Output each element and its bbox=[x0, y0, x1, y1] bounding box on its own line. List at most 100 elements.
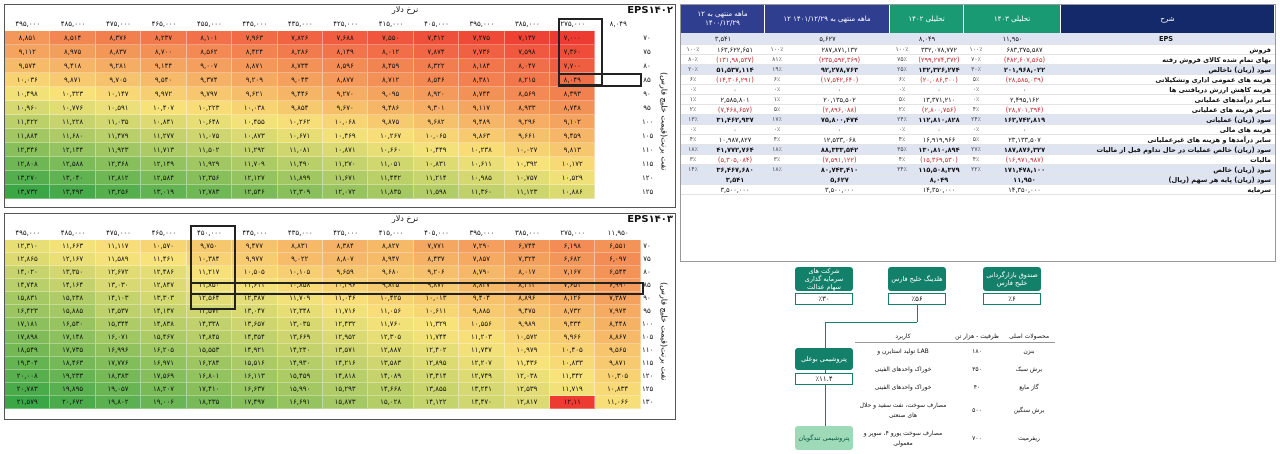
dollar-rate-column-header: ۴۱۵,۰۰۰ bbox=[378, 20, 404, 28]
product-capacity: ۵۰۰ bbox=[972, 407, 982, 414]
value-cell: ۰ bbox=[1022, 126, 1027, 134]
eps-cell: ۱۶,۹۷۱ bbox=[141, 357, 187, 370]
brent-price-row-label: ۱۱۵ bbox=[642, 160, 654, 168]
eps-cell: ۱۳,۵۷۱ bbox=[322, 344, 369, 357]
eps-cell: ۹,۸۱۳ bbox=[550, 143, 596, 157]
eps-cell: ۱۰,۳۲۳ bbox=[50, 87, 96, 101]
eps-cell: ۱۱,۷۱۳ bbox=[141, 143, 187, 157]
percent-cell: ۲۵٪ bbox=[897, 66, 907, 73]
percent-cell: ۲۴٪ bbox=[971, 116, 981, 123]
eps-cell: ۱۲,۲۰۷ bbox=[459, 357, 505, 370]
eps-cell: ۱۰,۴۰۵ bbox=[550, 344, 596, 357]
product-capacity: ۱۸۰ bbox=[972, 348, 982, 355]
brent-price-row-label: ۷۵ bbox=[643, 48, 651, 56]
brent-price-row-label: ۹۰ bbox=[643, 90, 651, 98]
value-cell: (۷,۵۹۱,۱۲۲) bbox=[822, 156, 857, 164]
product-product: برش سبک bbox=[1015, 366, 1043, 373]
eps-cell: ۱۱,۲۲۸ bbox=[50, 115, 96, 129]
row-label: سود (زیان) پایه هر سهم (ریال) bbox=[1168, 176, 1272, 184]
percent-cell: ۳۵٪ bbox=[897, 146, 907, 153]
eps-cell: ۸,۳۷۶ bbox=[95, 31, 142, 45]
brent-price-row-label: ۱۲۰ bbox=[642, 174, 654, 182]
value-cell: ۳,۵۴۱ bbox=[725, 176, 745, 184]
eps-cell: ۱۵,۴۵۹ bbox=[277, 370, 323, 383]
eps-cell-empty bbox=[595, 115, 641, 129]
row-label: سود (زیان) خالص عملیات در حال تداوم قبل … bbox=[1096, 146, 1271, 154]
brent-price-row-label: ۱۰۰ bbox=[642, 320, 654, 328]
eps-cell: ۷,۲۹۰ bbox=[459, 240, 505, 253]
eps-cell: ۹,۹۷۲ bbox=[141, 87, 187, 101]
sensitivity-header: نرخ دلار EPS۱۴۰۳ bbox=[5, 214, 675, 226]
product-usage: خوراک واحدهای الفینی bbox=[874, 384, 932, 391]
eps-cell: ۸,۷۹۰ bbox=[459, 266, 505, 279]
eps-cell: ۹,۱۱۲ bbox=[5, 45, 51, 59]
eps-cell: ۱۰,۱۷۲ bbox=[550, 157, 596, 171]
dollar-rate-column-header: ۲۷۵,۰۰۰ bbox=[560, 229, 586, 237]
brent-price-row-label: ۱۲۵ bbox=[642, 188, 654, 196]
percent-cell: ۰٪ bbox=[773, 86, 781, 93]
eps-row: ۳,۵۴۱ ۵,۶۲۷ ۸,۰۴۹ ۱۱,۹۵۰ EPS bbox=[681, 33, 1275, 45]
eps-cell: ۱۲,۳۰۵ bbox=[368, 331, 414, 344]
sensitivity-row: ۱۱,۸۸۴ ۱۱,۶۸۰ ۱۱,۴۷۹ ۱۱,۲۷۷ ۱۱,۰۷۵ ۱۰,۸۷۳ ۱۰,۶… bbox=[5, 129, 641, 143]
eps-cell: ۶,۹۹۰ bbox=[595, 279, 641, 292]
eps-cell: ۱۲,۴۳۲ bbox=[322, 318, 369, 331]
value-cell: ۱۳,۳۷۱,۲۱۰ bbox=[922, 96, 956, 104]
percent-cell bbox=[681, 185, 705, 194]
eps-cell: ۹,۴۱۸ bbox=[50, 59, 96, 73]
row-label: مالیات bbox=[1250, 156, 1271, 164]
eps-cell: ۱۲,۶۷۲ bbox=[95, 266, 142, 279]
eps-cell: ۱۰,۷۵۷ bbox=[504, 171, 551, 185]
eps-cell: ۱۱,۰۵۶ bbox=[368, 305, 414, 318]
dollar-rate-column-header: ۴۱۵,۰۰۰ bbox=[378, 229, 404, 237]
percent-cell: ۰٪ bbox=[972, 96, 980, 103]
shareholder-box: صندوق بازارگردانی خلیج فارس bbox=[983, 267, 1041, 291]
value-cell: (۲۰,۰۸۶,۳۰۰) bbox=[920, 76, 958, 84]
dollar-rate-column-header: ۴۵۰,۰۰۰ bbox=[197, 229, 222, 237]
value-cell: ۱۴,۳۵۰,۰۰۰ bbox=[1008, 186, 1041, 194]
eps-cell: ۱۴,۰۸۹ bbox=[368, 370, 414, 383]
eps-cell: ۹,۸۷۱ bbox=[595, 357, 641, 370]
sensitivity-row: ۱۹,۳۰۴ ۱۸,۴۶۳ ۱۷,۷۷۶ ۱۶,۹۷۱ ۱۶,۲۸۴ ۱۵,۵۱۶ ۱۴,۹… bbox=[5, 357, 641, 370]
dollar-rate-column-header: ۴۶۵,۰۰۰ bbox=[151, 20, 177, 28]
eps-heatmap-grid: ۸,۸۵۱ ۸,۵۱۴ ۸,۳۷۶ ۸,۲۳۷ ۸,۱۰۱ ۷,۹۶۳ ۷,۸۲۶ ۷,۶۸۸… bbox=[5, 31, 641, 207]
eps-cell: ۱۰,۵۷۰ bbox=[141, 240, 187, 253]
value-cell: (۲۸,۵۸۵,۰۳۹) bbox=[1005, 76, 1044, 84]
eps-cell: ۱۴,۶۶۸ bbox=[368, 383, 414, 396]
eps-cell: ۱۶,۶۳۷ bbox=[232, 383, 278, 396]
value-cell: (۱۴,۳۰۶,۲۹۱) bbox=[716, 76, 754, 84]
eps-cell: ۱۵,۲۹۳ bbox=[322, 383, 369, 396]
eps-cell: ۱۳,۲۷۰ bbox=[5, 171, 51, 185]
eps-cell: ۱۷,۴۱۰ bbox=[186, 383, 233, 396]
eps-cell: ۱۳,۴۹۳ bbox=[50, 185, 96, 199]
value-cell: ۷۵,۸۰۰,۴۷۴ bbox=[820, 116, 859, 124]
eps-cell: ۱۷,۴۹۷ bbox=[232, 396, 278, 409]
value-cell: ۱۳۲,۳۲۶,۲۷۴ bbox=[918, 66, 960, 74]
eps-cell: ۱۴,۱۳۷ bbox=[141, 305, 187, 318]
eps-cell: ۸,۵۹۶ bbox=[322, 59, 369, 73]
eps-cell: ۷,۴۱۲ bbox=[413, 31, 460, 45]
product-capacity: ۳۵۰ bbox=[972, 366, 982, 373]
eps-cell: ۸,۸۳۱ bbox=[277, 240, 323, 253]
brent-price-row-label: ۱۱۰ bbox=[642, 146, 654, 154]
percent-cell: ۰٪ bbox=[773, 126, 781, 133]
percent-cell: ۲٪ bbox=[689, 106, 697, 113]
eps-cell: ۹,۱۴۴ bbox=[141, 59, 187, 73]
eps-cell: ۷,۲۷۵ bbox=[459, 31, 505, 45]
eps-cell: ۱۹,۰۰۶ bbox=[141, 396, 187, 409]
product-product: ریفرمیت bbox=[1018, 435, 1040, 442]
header-1400: ۱۲ ماهه منتهی به ۱۴۰۰/۱۲/۲۹ bbox=[681, 5, 765, 33]
value-cell: ۱۱۵,۵۰۸,۳۷۹ bbox=[918, 166, 960, 174]
eps-cell: ۹,۹۶۶ bbox=[550, 331, 596, 344]
eps-cell: ۱۲,۳۸۷ bbox=[232, 292, 278, 305]
eps-cell: ۹,۲۷۰ bbox=[322, 87, 369, 101]
eps-cell: ۱۷,۷۳۵ bbox=[50, 344, 96, 357]
eps-cell: ۱۲,۰۳۸ bbox=[504, 370, 551, 383]
eps-cell: ۱۱,۲۰۳ bbox=[459, 331, 505, 344]
brent-price-row-label: ۹۰ bbox=[643, 294, 651, 302]
eps-cell: ۸,۰۴۹ bbox=[550, 73, 596, 87]
eps-cell: ۱۷,۸۹۸ bbox=[5, 331, 51, 344]
eps-cell: ۱۰,۵۰۵ bbox=[232, 266, 278, 279]
products-table: کاربرد ظرفیت - هزار تن محصولات اصلی تولی… bbox=[855, 332, 1055, 447]
percent-cell: ۰٪ bbox=[689, 126, 697, 133]
percent-cell: ۱۷٪ bbox=[772, 116, 782, 123]
